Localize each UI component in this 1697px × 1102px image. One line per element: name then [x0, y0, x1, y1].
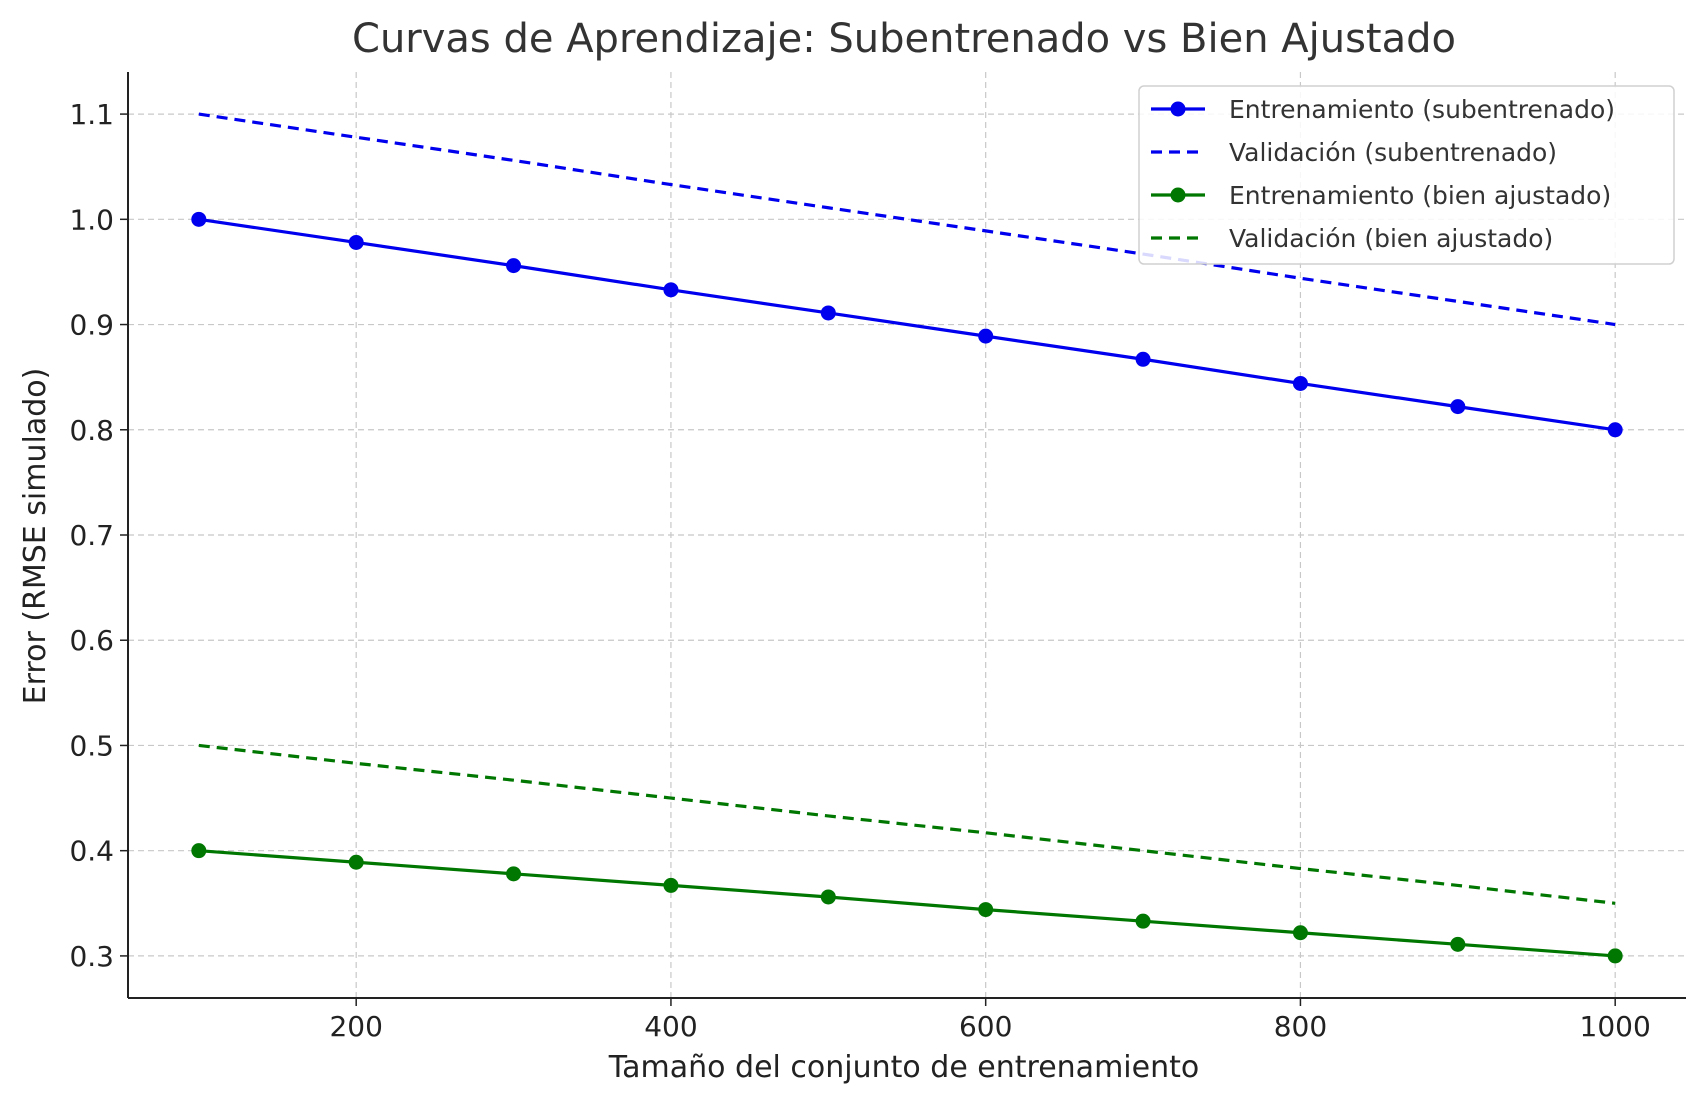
x-tick-label: 800	[1274, 1010, 1327, 1043]
x-axis-label: Tamaño del conjunto de entrenamiento	[608, 1050, 1199, 1085]
data-point	[1607, 948, 1623, 964]
x-tick-label: 600	[959, 1010, 1012, 1043]
y-tick-label: 0.8	[69, 414, 114, 447]
y-tick-label: 1.1	[69, 98, 114, 131]
legend-label: Validación (bien ajustado)	[1229, 224, 1553, 253]
y-tick-label: 0.7	[69, 519, 114, 552]
data-point	[820, 889, 836, 905]
data-point	[348, 234, 364, 250]
y-tick-label: 0.6	[69, 624, 114, 657]
legend-label: Entrenamiento (bien ajustado)	[1229, 181, 1611, 210]
axes	[120, 72, 1686, 1006]
data-point	[1450, 936, 1466, 952]
series-layer	[191, 112, 1623, 964]
y-tick-label: 0.4	[69, 835, 114, 868]
data-point	[191, 211, 207, 227]
x-tick-label: 200	[329, 1010, 382, 1043]
tick-labels: 200 400 600 800 1000 0.3 0.4 0.5 0.6 0.7 0.8 0.9 1.0…	[69, 98, 1650, 1043]
data-point	[663, 282, 679, 298]
data-point	[1607, 422, 1623, 438]
series-line	[198, 743, 1616, 905]
data-point	[191, 843, 207, 859]
x-tick-label: 400	[644, 1010, 697, 1043]
series-line	[198, 112, 1616, 327]
data-point	[1292, 925, 1308, 941]
legend: Entrenamiento (subentrenado) Validación (…	[1138, 85, 1675, 265]
legend-box	[1138, 85, 1675, 265]
data-point	[820, 305, 836, 321]
data-point	[506, 258, 522, 274]
data-point	[978, 328, 994, 344]
data-point	[348, 854, 364, 870]
legend-label: Entrenamiento (subentrenado)	[1229, 95, 1615, 124]
y-axis-label: Error (RMSE simulado)	[18, 368, 53, 705]
legend-marker	[1170, 101, 1186, 117]
data-point	[978, 902, 994, 918]
data-point	[1135, 913, 1151, 929]
data-point	[1450, 399, 1466, 415]
series-line	[198, 217, 1616, 432]
legend-marker	[1170, 187, 1186, 203]
x-tick-label: 1000	[1580, 1010, 1651, 1043]
data-point	[506, 866, 522, 882]
y-tick-label: 0.5	[69, 729, 114, 762]
data-point	[663, 877, 679, 893]
legend-label: Validación (subentrenado)	[1229, 138, 1557, 167]
y-tick-label: 0.9	[69, 309, 114, 342]
y-tick-label: 1.0	[69, 203, 114, 236]
y-tick-label: 0.3	[69, 940, 114, 973]
chart-title: Curvas de Aprendizaje: Subentrenado vs B…	[352, 16, 1456, 62]
data-point	[1292, 375, 1308, 391]
series-line	[198, 849, 1616, 958]
data-point	[1135, 351, 1151, 367]
